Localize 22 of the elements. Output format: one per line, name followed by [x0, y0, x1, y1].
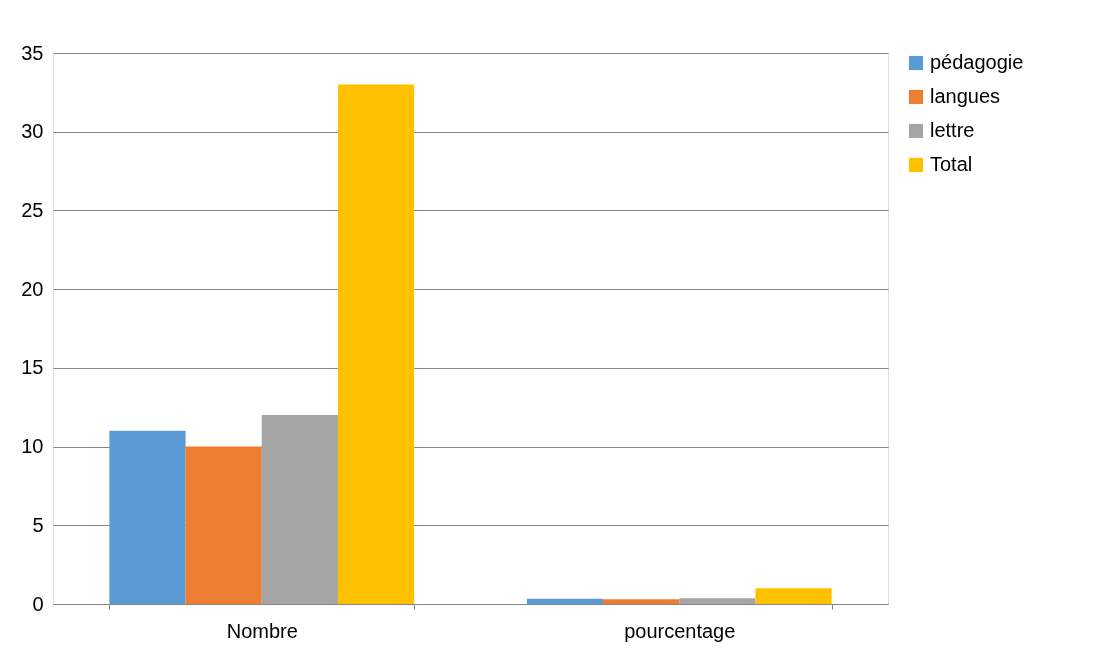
y-tick-label: 10 — [21, 435, 44, 458]
bar — [261, 415, 338, 604]
legend-label: lettre — [930, 119, 975, 141]
x-tick-label: pourcentage — [624, 619, 736, 642]
bar — [526, 598, 604, 604]
bar — [337, 84, 415, 604]
bar — [185, 446, 262, 604]
y-tick-label: 35 — [21, 41, 44, 64]
y-tick-label: 5 — [32, 513, 44, 536]
legend-label: Total — [930, 153, 973, 175]
y-tick-label: 30 — [21, 120, 44, 143]
legend-label: pédagogie — [930, 51, 1024, 73]
bar — [109, 430, 186, 604]
y-tick-label: 20 — [21, 277, 44, 300]
y-tick-label: 25 — [21, 198, 44, 221]
legend-label: langues — [930, 85, 1001, 107]
bar — [755, 588, 832, 604]
bar — [679, 598, 756, 604]
y-tick-label: 15 — [21, 356, 44, 379]
y-tick-label: 0 — [32, 592, 44, 615]
x-tick-label: Nombre — [226, 619, 298, 642]
bar — [603, 599, 680, 604]
